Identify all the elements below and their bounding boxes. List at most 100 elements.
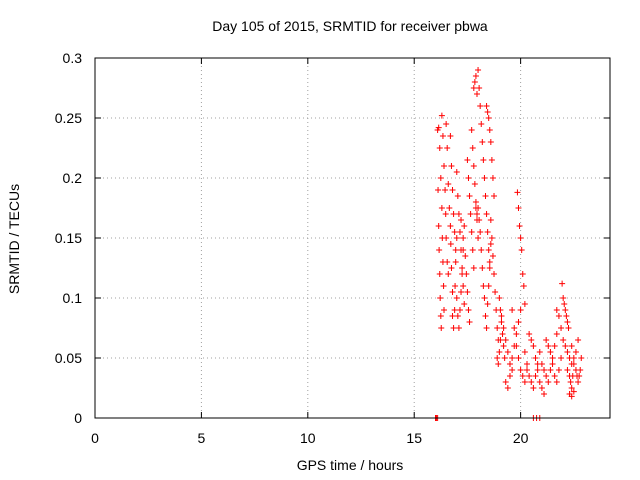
data-point [466,319,473,325]
data-point [526,331,533,337]
grid [95,58,610,418]
data-point [472,199,479,205]
data-point [451,307,458,313]
chart-title: Day 105 of 2015, SRMTID for receiver pbw… [212,18,488,34]
data-point [477,229,484,235]
data-point [476,217,483,223]
data-point [438,112,445,119]
data-point [553,379,560,385]
data-point [458,289,465,295]
x-tick-label: 0 [91,430,99,446]
data-point [497,307,504,313]
data-point [442,187,449,193]
data-point [438,205,445,211]
x-tick-label: 5 [198,430,206,446]
data-point [524,367,531,373]
x-tick-label: 10 [300,430,316,446]
data-point [469,247,476,253]
data-point [564,319,571,325]
data-point [465,175,472,181]
data-point [491,271,498,277]
data-point [506,373,513,379]
data-point [478,121,485,127]
data-point [509,367,516,373]
data-point [487,241,494,247]
data-point [485,247,492,253]
data-point [494,325,501,331]
data-point [478,247,485,253]
data-point [470,265,477,271]
data-point [568,393,575,400]
data-point [547,367,554,373]
data-point [506,361,513,367]
data-point [437,175,444,181]
data-point [514,189,521,196]
data-point [492,289,499,295]
data-point [468,229,475,235]
y-tick-label: 0.3 [63,50,83,66]
data-point [513,331,520,337]
data-point [435,124,442,131]
data-point [511,325,518,331]
data-point [558,325,565,331]
data-point [560,295,567,301]
data-point [480,157,487,163]
data-point [439,133,446,139]
data-point [464,289,471,295]
data-point [471,79,478,85]
data-point [545,343,552,349]
data-point [444,145,451,151]
data-point [473,211,480,217]
data-point [458,217,465,223]
data-point [491,193,498,199]
data-point [541,391,548,397]
data-point [524,361,531,367]
data-point [543,337,550,343]
data-point [449,289,456,295]
data-point [437,295,444,301]
data-point [551,343,558,349]
data-point [467,211,474,217]
y-tick-label: 0.15 [55,230,82,246]
data-point [441,163,448,169]
data-point [465,307,472,313]
data-point [481,175,488,181]
data-point [562,307,569,313]
data-point [435,223,442,229]
data-point [437,313,444,319]
data-point [564,349,571,355]
data-point [577,367,584,373]
data-point [528,379,535,385]
data-point [452,259,459,265]
y-tick-label: 0.2 [63,170,83,186]
data-point [564,367,571,373]
data-point [496,295,503,301]
data-point [454,313,461,319]
data-point [558,355,565,361]
data-point [460,247,467,253]
y-axis-title: SRMTID / TECUs [6,184,22,294]
data-point [497,337,504,343]
data-point [475,67,482,73]
data-point [570,388,577,395]
data-point [518,247,525,253]
data-point [485,115,492,121]
data-point [489,175,496,181]
data-point [575,337,582,343]
data-point [475,235,482,241]
data-point [447,241,454,247]
data-point [500,325,507,331]
data-point [459,265,466,271]
data-points [432,67,585,421]
data-point [504,385,511,391]
data-point [515,205,522,211]
data-point [456,307,463,313]
data-point [570,361,577,367]
data-point [576,373,583,379]
y-tick-label: 0.1 [63,290,83,306]
data-point [532,355,539,361]
data-point [532,373,539,379]
y-tick-label: 0 [74,410,82,426]
data-point [436,145,443,151]
